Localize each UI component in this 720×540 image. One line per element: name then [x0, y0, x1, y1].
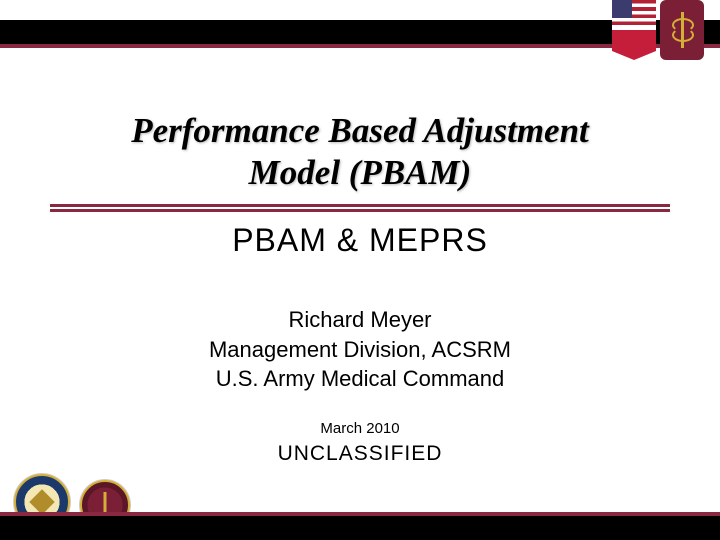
title-divider	[50, 204, 670, 212]
flag-shield-bottom	[612, 30, 656, 60]
divider-line-bottom	[50, 209, 670, 212]
army-medical-shield-icon	[660, 0, 704, 60]
flag-stripes	[612, 0, 656, 30]
title-line-1: Performance Based Adjustment	[131, 111, 589, 150]
author-command: U.S. Army Medical Command	[0, 364, 720, 394]
classification-label: UNCLASSIFIED	[0, 442, 720, 466]
bottom-black-bar	[0, 516, 720, 540]
top-right-emblems	[612, 0, 704, 70]
caduceus-icon	[681, 12, 684, 48]
author-division: Management Division, ACSRM	[0, 335, 720, 365]
author-block: Richard Meyer Management Division, ACSRM…	[0, 305, 720, 394]
subtitle: PBAM & MEPRS	[0, 222, 720, 259]
author-name: Richard Meyer	[0, 305, 720, 335]
date-line: March 2010	[0, 420, 720, 437]
title-line-2: Model (PBAM)	[249, 153, 472, 192]
main-title: Performance Based Adjustment Model (PBAM…	[0, 110, 720, 194]
flag-canton	[612, 0, 632, 18]
us-flag-shield-icon	[612, 0, 656, 60]
